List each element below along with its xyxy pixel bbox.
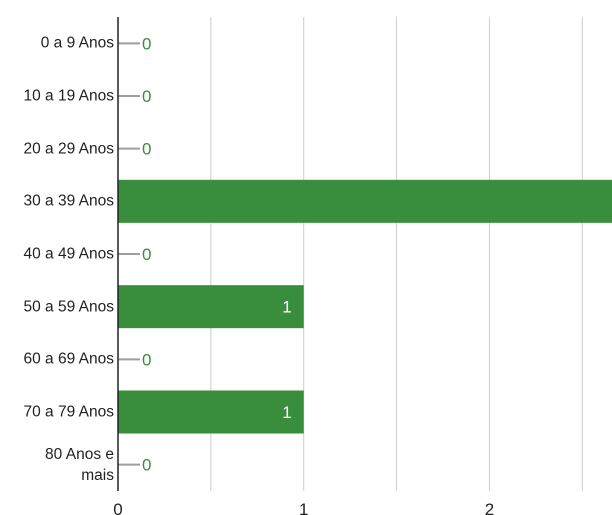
value-label: 0 (142, 87, 151, 106)
bar (118, 285, 304, 329)
x-tick-label: 2 (485, 500, 494, 515)
y-tick-label: 70 a 79 Anos (23, 403, 115, 421)
y-tick-label: 30 a 39 Anos (23, 192, 115, 210)
y-tick-label: 60 a 69 Anos (23, 350, 115, 368)
x-tick-label: 1 (299, 500, 308, 515)
bar (118, 390, 304, 434)
y-tick-label: 40 a 49 Anos (23, 245, 115, 263)
value-label: 1 (282, 403, 291, 422)
value-label: 0 (142, 456, 151, 475)
x-tick-label: 0 (113, 500, 122, 515)
y-tick-label: 10 a 19 Anos (23, 87, 115, 105)
bar (118, 179, 612, 223)
y-tick-label: 20 a 29 Anos (23, 140, 115, 158)
value-label: 0 (142, 245, 151, 264)
value-label: 0 (142, 34, 151, 53)
y-tick-label: 50 a 59 Anos (23, 298, 115, 316)
value-label: 1 (282, 298, 291, 317)
value-label: 0 (142, 350, 151, 369)
y-tick-label: 0 a 9 Anos (40, 34, 114, 52)
y-tick-label: 80 Anos e mais (45, 445, 114, 484)
value-label: 0 (142, 140, 151, 159)
